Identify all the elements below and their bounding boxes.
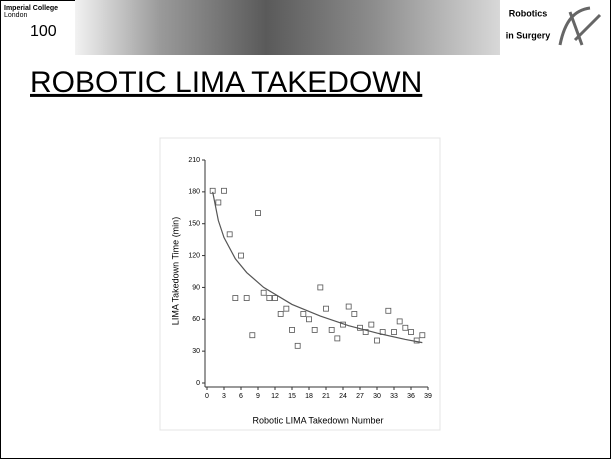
x-tick-label: 3	[222, 393, 226, 400]
x-tick-label: 21	[322, 393, 330, 400]
y-tick-label: 90	[192, 284, 200, 291]
y-tick-label: 0	[196, 380, 200, 387]
header-banner	[75, 0, 500, 55]
x-tick-label: 36	[407, 393, 415, 400]
logo-number: 100	[30, 23, 57, 40]
y-tick-label: 180	[188, 189, 200, 196]
x-tick-label: 30	[373, 393, 381, 400]
y-axis-label: LIMA Takedown Time (min)	[170, 217, 180, 325]
y-tick-label: 210	[188, 157, 200, 164]
x-tick-label: 15	[288, 393, 296, 400]
y-tick-label: 120	[188, 252, 200, 259]
x-axis-label: Robotic LIMA Takedown Number	[253, 415, 384, 425]
chart-frame	[160, 138, 440, 430]
slide: Imperial College London 100 Robotics in …	[0, 0, 611, 459]
logo-line: Imperial College	[4, 5, 58, 12]
x-tick-label: 24	[339, 393, 347, 400]
badge-line: in Surgery	[506, 30, 551, 40]
x-tick-label: 6	[239, 393, 243, 400]
x-tick-label: 18	[305, 393, 313, 400]
slide-title: ROBOTIC LIMA TAKEDOWN	[30, 66, 422, 99]
logo-line: London	[4, 12, 27, 19]
y-tick-label: 150	[188, 221, 200, 228]
y-tick-label: 60	[192, 316, 200, 323]
x-tick-label: 0	[205, 393, 209, 400]
x-tick-label: 9	[256, 393, 260, 400]
y-tick-label: 30	[192, 348, 200, 355]
badge-line: Robotics	[509, 8, 548, 18]
x-tick-label: 12	[271, 393, 279, 400]
x-tick-label: 27	[356, 393, 364, 400]
x-tick-label: 33	[390, 393, 398, 400]
x-tick-label: 39	[424, 393, 432, 400]
